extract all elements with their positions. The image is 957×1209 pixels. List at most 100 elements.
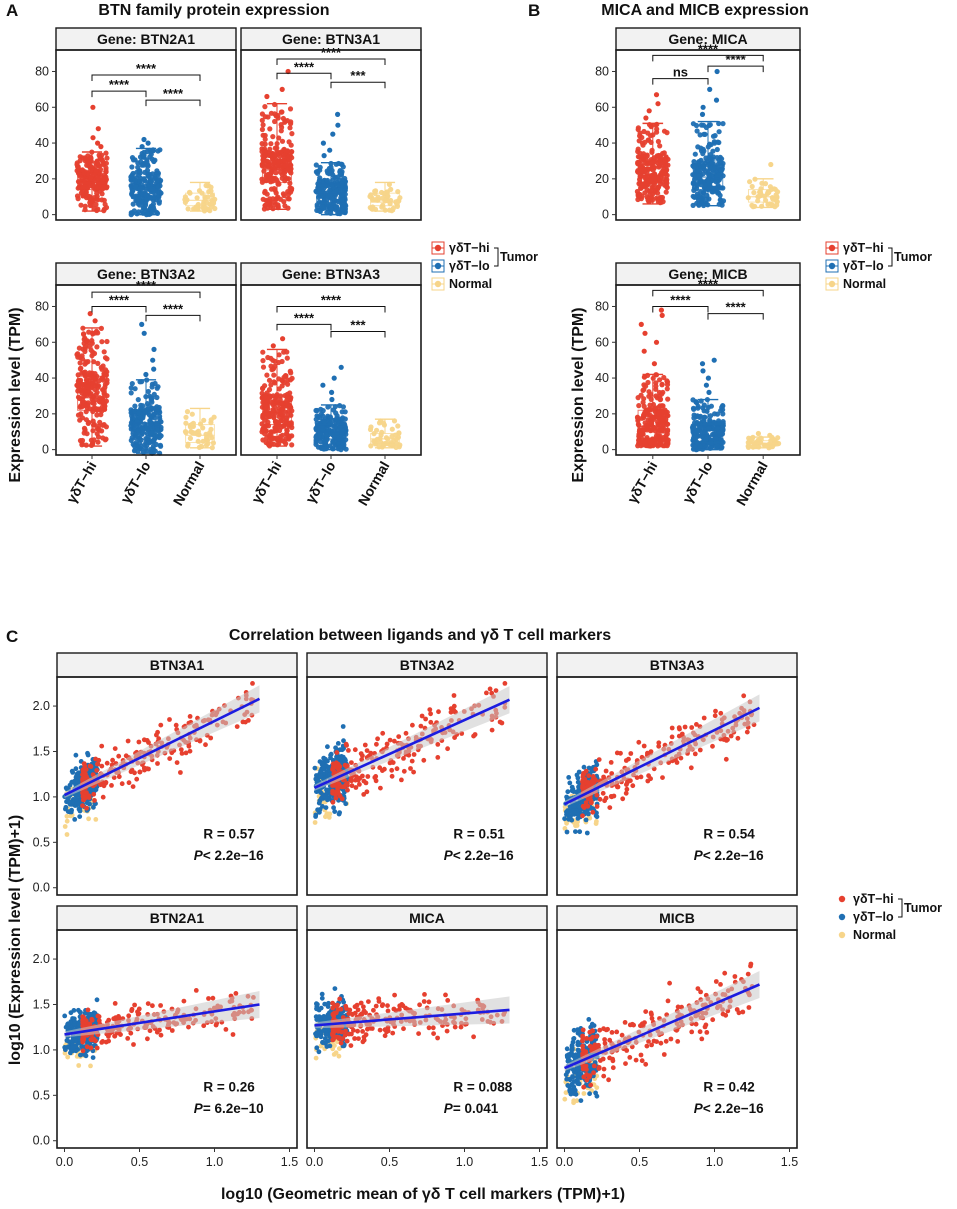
significance-bracket: **** [145, 86, 201, 107]
data-point [313, 416, 319, 422]
group-1 [690, 68, 727, 209]
point-hi [435, 755, 441, 760]
point-hi [132, 770, 137, 776]
data-point [267, 395, 273, 401]
data-point [268, 382, 274, 388]
data-point [259, 176, 265, 182]
outlier-point [92, 318, 98, 324]
point-lo [67, 800, 72, 806]
panel-a-ylabel: Expression level (TPM) [7, 307, 24, 482]
data-point [260, 122, 266, 128]
outlier-point [151, 346, 157, 352]
data-point [640, 399, 646, 405]
significance-bracket: *** [330, 68, 386, 89]
point-hi [104, 760, 110, 766]
outlier-point [646, 108, 652, 114]
data-point [200, 425, 206, 431]
p-value: < 2.2e−16 [203, 848, 264, 863]
point-hi [130, 784, 136, 789]
data-point [128, 390, 134, 396]
outlier-point [700, 368, 706, 374]
data-point [203, 182, 209, 189]
outlier-point [699, 111, 706, 117]
data-point [757, 193, 763, 199]
data-point [657, 143, 663, 149]
data-point [102, 437, 108, 443]
data-point [187, 435, 193, 441]
data-point [138, 159, 144, 165]
data-point [263, 439, 269, 446]
point-lo [319, 761, 325, 767]
data-point [104, 393, 110, 399]
point-hi [234, 724, 240, 729]
point-hi [119, 781, 125, 787]
outlier-point [713, 97, 720, 103]
legend-key-point [434, 244, 442, 252]
point-hi [669, 734, 675, 740]
data-point [317, 208, 323, 215]
data-point [285, 377, 291, 383]
group-2 [182, 181, 218, 214]
data-point [315, 444, 321, 450]
data-point [278, 128, 284, 134]
significance-label: **** [294, 59, 315, 74]
point-lo [77, 808, 83, 814]
point-lo [75, 779, 80, 784]
bracket-line [91, 305, 147, 313]
point-hi [88, 764, 94, 769]
point-hi [377, 765, 383, 771]
data-point [340, 404, 346, 410]
point-lo [321, 755, 327, 761]
y-tick-label: 60 [595, 335, 609, 349]
data-point [316, 182, 322, 188]
point-hi [389, 773, 395, 779]
significance-bracket: **** [145, 301, 201, 322]
outlier-point [141, 136, 147, 143]
legend-label: γδT−hi [449, 241, 490, 255]
data-point [148, 446, 154, 452]
point-hi [368, 750, 374, 756]
outlier-point [658, 307, 665, 313]
box-iqr [262, 151, 292, 183]
data-point [158, 419, 164, 425]
data-point [132, 447, 138, 453]
significance-label: **** [725, 52, 746, 67]
data-point [653, 393, 659, 399]
point-normal [594, 819, 599, 824]
box-iqr [185, 424, 215, 443]
point-hi [419, 713, 425, 719]
outlier-point [90, 135, 96, 141]
data-point [264, 163, 270, 169]
outlier-point [641, 348, 647, 354]
data-point [313, 162, 319, 168]
point-hi [80, 803, 85, 809]
point-lo [316, 800, 322, 806]
point-hi [484, 690, 489, 696]
point-hi [167, 717, 172, 722]
data-point [694, 427, 700, 433]
data-point [659, 381, 665, 387]
bracket-line [91, 90, 147, 98]
data-point [262, 132, 268, 139]
data-point [149, 156, 155, 162]
data-point [708, 413, 714, 419]
point-hi [586, 773, 592, 779]
data-point [136, 172, 142, 178]
significance-label: **** [163, 301, 184, 316]
legend-group-label: Tumor [500, 250, 538, 264]
group-0 [74, 311, 110, 448]
data-point [94, 389, 100, 395]
group-2 [745, 161, 781, 210]
data-point [285, 413, 291, 419]
point-hi [362, 742, 368, 748]
legend-label: γδT−hi [853, 892, 894, 906]
data-point [93, 168, 99, 174]
data-point [650, 401, 657, 408]
data-point [289, 442, 295, 448]
legend-label: γδT−lo [853, 910, 894, 924]
data-point [314, 169, 320, 175]
